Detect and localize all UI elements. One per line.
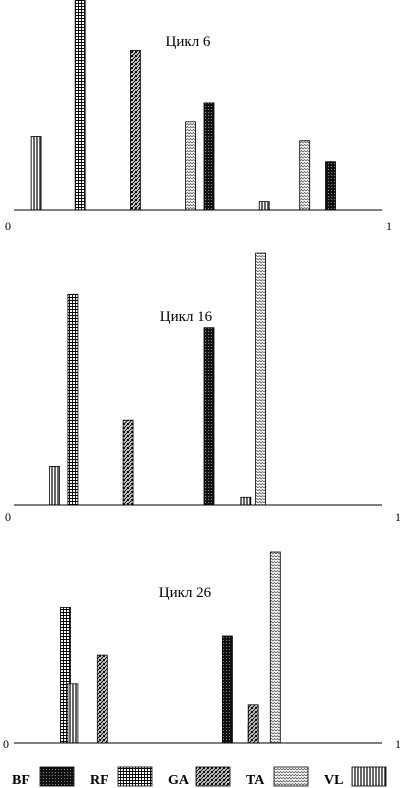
bar-ga-2	[129, 50, 141, 211]
bar-group	[30, 0, 336, 211]
x-tick-label-end: 1	[395, 737, 400, 751]
bar-vl-4	[240, 496, 252, 506]
x-tick-label-end: 1	[386, 219, 392, 233]
bar-vl-5	[258, 201, 270, 211]
bar-ta-6	[299, 140, 311, 211]
bar-ga-2	[96, 654, 108, 744]
bar-ga-2	[122, 419, 134, 506]
bar-bf-3	[203, 327, 215, 506]
bar-rf-1	[67, 293, 79, 506]
x-tick-label-start: 0	[3, 737, 9, 751]
bar-vl-0	[30, 136, 42, 211]
legend-label-rf: RF	[90, 773, 109, 788]
bar-ga-5	[247, 704, 259, 744]
panel-title: Цикл 16	[160, 309, 213, 325]
x-tick-label-start: 0	[5, 219, 11, 233]
legend-label-bf: BF	[12, 773, 30, 788]
panel-title: Цикл 26	[159, 585, 212, 601]
bar-ta-5	[255, 252, 267, 506]
legend-label-ta: TA	[246, 773, 265, 788]
bar-group	[60, 551, 281, 744]
legend-swatch-rf	[117, 766, 153, 787]
legend: BF RF GA TA VL	[12, 766, 387, 788]
legend-swatch-ga	[195, 766, 231, 787]
legend-label-vl: VL	[324, 773, 343, 788]
bar-vl-0	[49, 465, 60, 506]
panel-cycle-16: Цикл 16 0 1	[5, 252, 400, 524]
panel-title: Цикл 6	[166, 34, 211, 50]
x-tick-label-end: 1	[395, 510, 400, 524]
legend-swatch-vl	[351, 766, 387, 787]
panel-cycle-26: Цикл 26 0 1	[3, 551, 400, 751]
bar-ta-3	[185, 121, 197, 211]
bar-bf-7	[325, 161, 336, 211]
bar-bf-4	[203, 102, 215, 211]
panel-cycle-6: Цикл 6 0 1	[5, 0, 392, 233]
legend-swatch-ta	[273, 766, 309, 787]
bar-vl-1	[67, 683, 79, 744]
bar-bf-3	[221, 635, 233, 744]
x-tick-label-start: 0	[5, 510, 11, 524]
legend-swatch-bf	[39, 766, 75, 787]
bar-ta-6	[269, 551, 281, 744]
legend-label-ga: GA	[168, 773, 190, 788]
bar-group	[49, 252, 267, 506]
bar-rf-1	[74, 0, 86, 211]
